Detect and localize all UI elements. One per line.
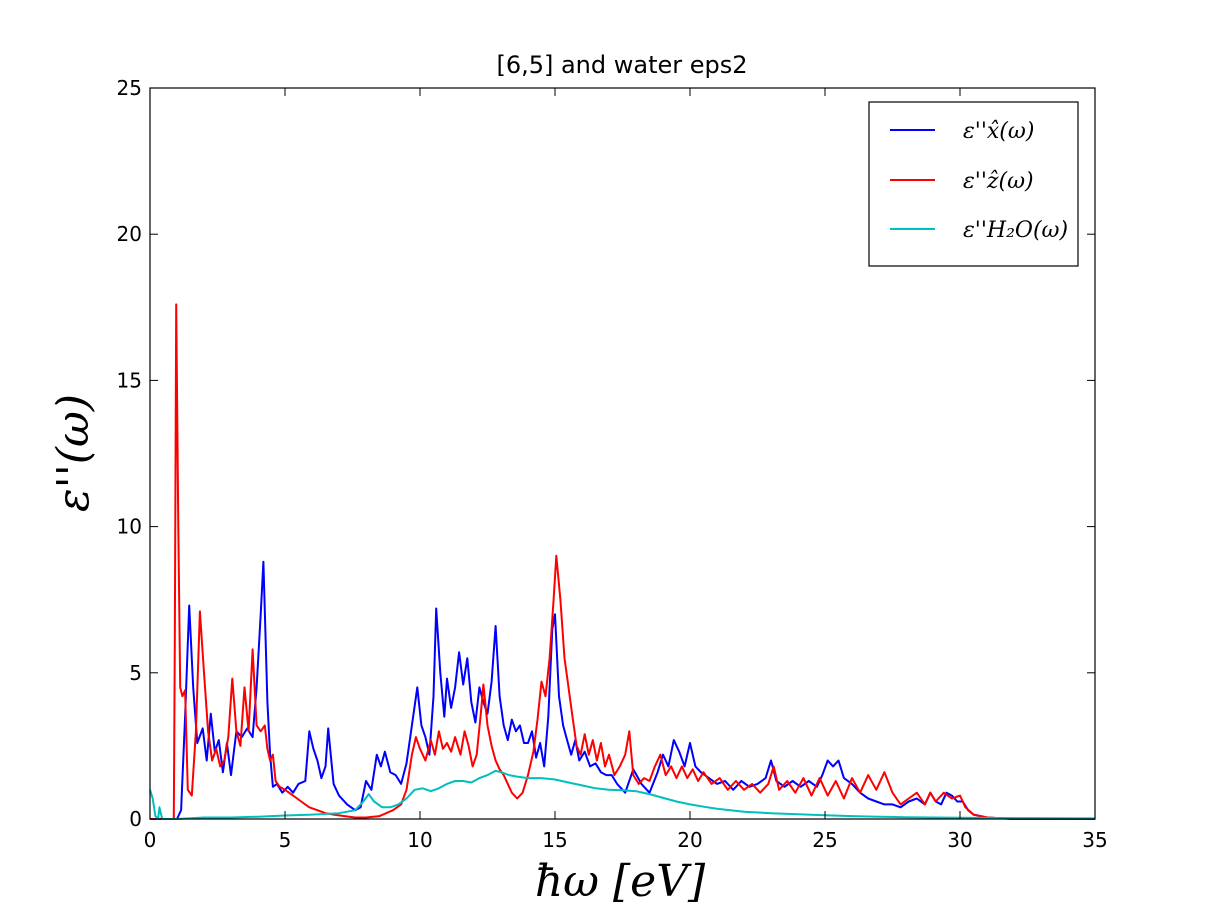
x-tick-label: 5	[279, 828, 292, 852]
y-tick-label: 20	[117, 222, 142, 246]
legend-label-z: ε''ẑ(ω)	[963, 169, 1034, 194]
y-tick-label: 25	[117, 76, 142, 100]
series-line-1	[150, 303, 1095, 820]
series-line-2	[149, 769, 1096, 820]
x-tick-label: 15	[542, 828, 567, 852]
y-tick-label: 0	[129, 807, 142, 831]
x-tick-label: 25	[812, 828, 837, 852]
series-layer	[149, 303, 1096, 820]
y-tick-label: 15	[117, 368, 142, 392]
legend-label-x: ε''x̂(ω)	[963, 119, 1034, 144]
plot-frame	[149, 87, 1096, 820]
ticks-layer: 0 5 10 15 20 25 30 35 0 5 10 15 20 25	[117, 76, 1108, 852]
x-tick-label: 30	[947, 828, 972, 852]
series-line-0	[150, 560, 1095, 820]
x-tick-label: 10	[407, 828, 432, 852]
x-axis-label: ħω [eV]	[535, 856, 706, 907]
x-tick-label: 35	[1082, 828, 1107, 852]
legend-label-h2o: ε''H₂O(ω)	[963, 218, 1068, 243]
y-tick-label: 10	[117, 515, 142, 539]
x-tick-label: 20	[677, 828, 702, 852]
chart-title: [6,5] and water eps2	[496, 51, 747, 79]
y-axis-label: ε''(ω)	[48, 394, 99, 512]
legend: ε''x̂(ω) ε''ẑ(ω) ε''H₂O(ω)	[868, 101, 1079, 267]
x-tick-label: 0	[144, 828, 157, 852]
y-tick-label: 5	[129, 661, 142, 685]
